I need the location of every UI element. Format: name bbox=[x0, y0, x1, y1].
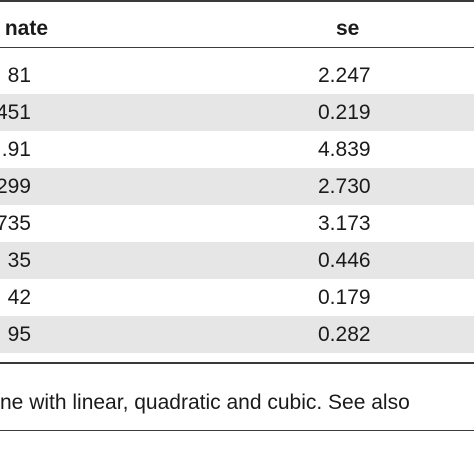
table-row: 735 3.173 bbox=[0, 205, 474, 242]
estimate-cell: 81 bbox=[7, 64, 31, 87]
table-row: .91 4.839 bbox=[0, 131, 474, 168]
estimate-cell: 451 bbox=[0, 101, 31, 124]
table-row: 81 2.247 bbox=[0, 57, 474, 94]
table-row: 42 0.179 bbox=[0, 279, 474, 316]
se-cell: 0.179 bbox=[318, 286, 371, 309]
se-cell: 2.247 bbox=[318, 64, 371, 87]
se-cell: 3.173 bbox=[318, 212, 371, 235]
table-header-rule bbox=[0, 47, 474, 48]
table-top-rule bbox=[0, 0, 474, 2]
estimate-cell: 35 bbox=[7, 249, 31, 272]
footnote-rule bbox=[0, 430, 474, 431]
table-footnote-text: ne with linear, quadratic and cubic. See… bbox=[0, 391, 410, 414]
estimate-cell: 42 bbox=[7, 286, 31, 309]
table-row: 35 0.446 bbox=[0, 242, 474, 279]
se-cell: 2.730 bbox=[318, 175, 371, 198]
table-row: 95 0.282 bbox=[0, 316, 474, 353]
se-cell: 0.282 bbox=[318, 323, 371, 346]
column-header-estimate: nate bbox=[4, 17, 48, 40]
se-cell: 0.219 bbox=[318, 101, 371, 124]
estimate-cell: 95 bbox=[7, 323, 31, 346]
table-bottom-rule bbox=[0, 362, 474, 364]
se-cell: 4.839 bbox=[318, 138, 371, 161]
estimate-cell: 735 bbox=[0, 212, 31, 235]
estimate-cell: .91 bbox=[1, 138, 31, 161]
table-footnote: ne with linear, quadratic and cubic. See… bbox=[0, 386, 474, 420]
table-row: 451 0.219 bbox=[0, 94, 474, 131]
column-header-se: se bbox=[336, 17, 360, 40]
estimate-cell: 299 bbox=[0, 175, 31, 198]
se-cell: 0.446 bbox=[318, 249, 371, 272]
table-row: 299 2.730 bbox=[0, 168, 474, 205]
